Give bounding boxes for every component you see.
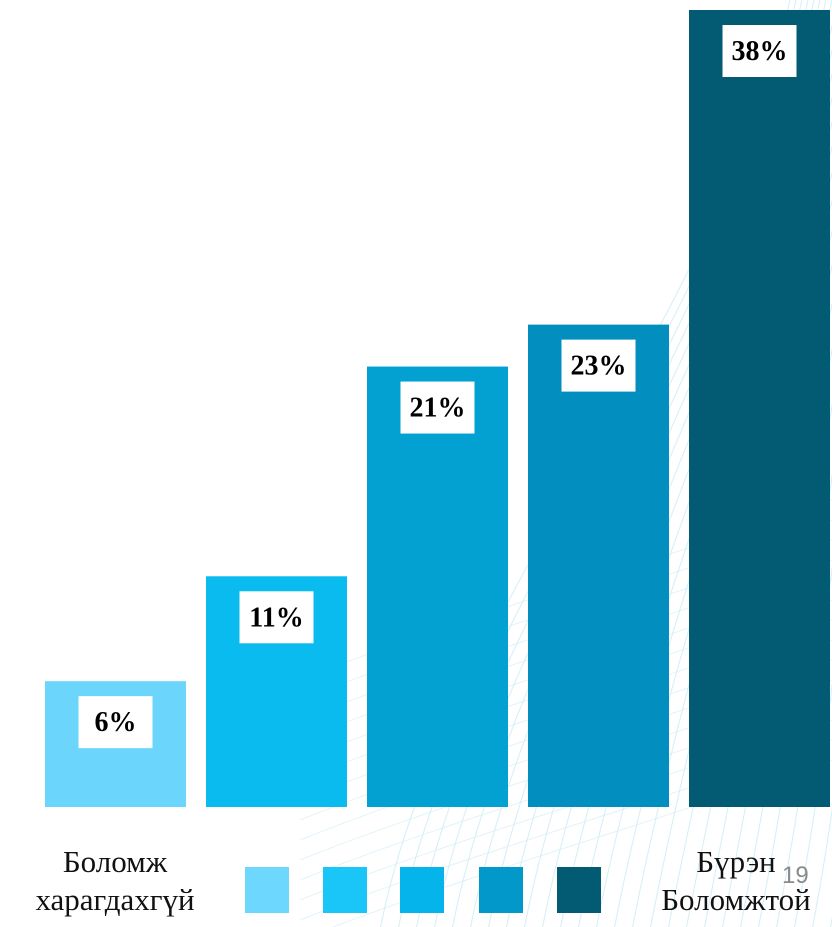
page-number: 19 — [782, 862, 809, 889]
bar-3 — [367, 366, 508, 807]
scale-left-label: Боломж харагдахгүй — [35, 844, 195, 917]
scale-swatch-5 — [557, 867, 601, 913]
data-label: 21% — [410, 393, 466, 424]
scale-swatch-1 — [245, 867, 289, 913]
data-label: 23% — [571, 351, 627, 382]
data-label-box — [722, 25, 797, 77]
data-label-box — [78, 696, 153, 749]
scale-right-label: Бүрэн Боломжтой — [661, 844, 811, 917]
data-label-box — [239, 591, 314, 644]
bar-5 — [689, 10, 830, 807]
data-label: 38% — [732, 36, 788, 67]
scale-swatch-3 — [400, 867, 444, 913]
bar-4 — [528, 324, 669, 807]
scale-swatch-2 — [323, 867, 367, 913]
data-label-box — [561, 339, 636, 392]
data-label-box — [400, 381, 475, 434]
data-label: 11% — [249, 602, 303, 633]
scale-swatch-4 — [479, 867, 523, 913]
data-label: 6% — [95, 707, 137, 738]
